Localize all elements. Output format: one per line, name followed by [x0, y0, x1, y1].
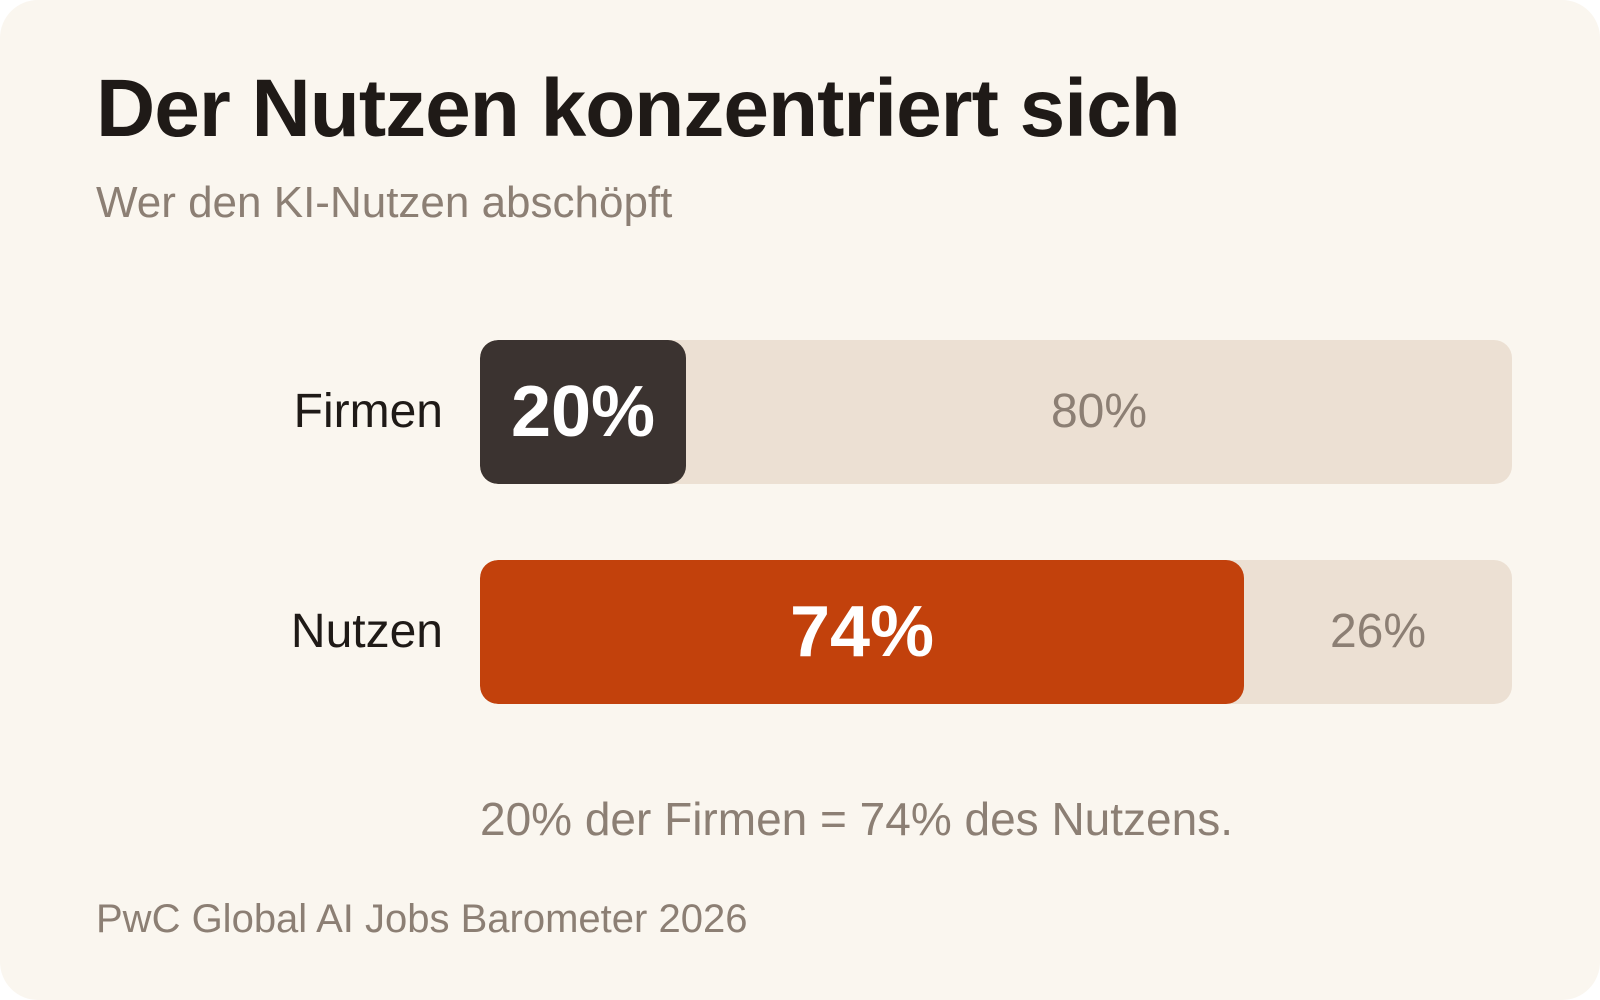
rest-label-nutzen: 26% [1329, 605, 1427, 658]
bar-track-nutzen: 74% 26% [480, 560, 1512, 704]
bar-firmen [480, 340, 686, 484]
chart-subtitle: Wer den KI-Nutzen abschöpft [96, 178, 673, 227]
bar-track-firmen: 20% 80% [480, 340, 1512, 484]
bar-nutzen [480, 560, 1244, 704]
value-label-nutzen: 74% [789, 592, 935, 672]
row-label-nutzen: Nutzen [290, 605, 443, 658]
chart-source: PwC Global AI Jobs Barometer 2026 [96, 897, 748, 941]
value-label-firmen: 20% [510, 372, 656, 452]
chart-annotation: 20% der Firmen = 74% des Nutzens. [480, 793, 1233, 845]
rest-label-firmen: 80% [1050, 385, 1148, 438]
chart-title: Der Nutzen konzentriert sich [96, 63, 1181, 154]
row-label-firmen: Firmen [293, 385, 443, 438]
